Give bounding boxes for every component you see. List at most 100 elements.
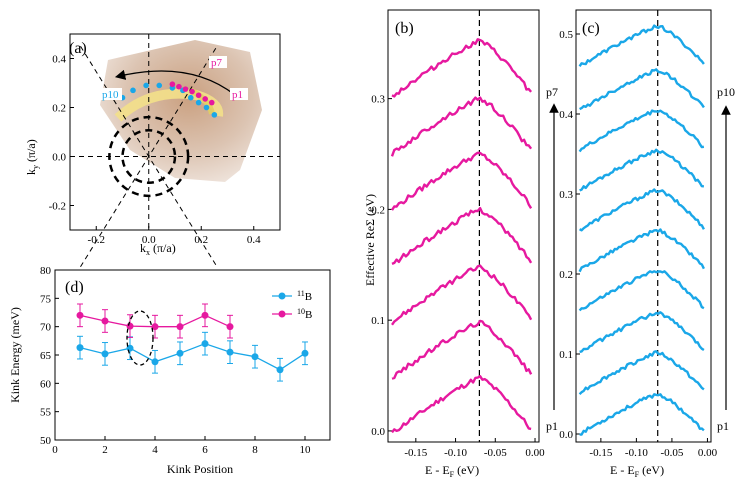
y-tick-label: 65 (40, 350, 52, 362)
kink-point (195, 99, 202, 106)
kink-point (202, 96, 208, 102)
x-tick-label: -0.15 (589, 447, 612, 459)
data-point (226, 348, 234, 356)
data-point (101, 350, 109, 358)
arpes-intensity-map (100, 40, 262, 182)
y-tick-label: 0.2 (371, 204, 385, 216)
panel-label-a: (a) (69, 40, 87, 57)
panel-c-xlabel: E - EF (eV) (610, 463, 664, 479)
panel-c-curves (578, 24, 705, 436)
data-point (176, 323, 184, 331)
panel-label-d: (d) (65, 279, 84, 296)
highlight-ellipse (126, 310, 154, 366)
data-point (276, 366, 284, 374)
y-tick-label: 0.0 (371, 426, 385, 438)
self-energy-curve-p3 (391, 264, 533, 326)
panel-c-arrow-start-label: p1 (717, 419, 729, 433)
x-tick-label: -0.05 (484, 447, 507, 459)
x-tick-label: 0.2 (194, 234, 208, 246)
data-point (201, 340, 209, 348)
x-tick-label: 0.4 (247, 234, 261, 246)
panel-a-frame (69, 33, 281, 231)
panel-b-ylabel: Effective ReΣ (eV) (363, 194, 377, 286)
svg-text:ky(π/a): ky(π/a) (24, 139, 40, 175)
kink-point (156, 82, 163, 89)
self-energy-curve-p1 (579, 393, 705, 436)
self-energy-curve-p4 (578, 270, 705, 312)
data-point (76, 344, 84, 352)
x-tick-label: 0.00 (525, 447, 545, 459)
x-tick-label: 0.0 (142, 234, 156, 246)
y-tick-label: 55 (40, 407, 52, 419)
kink-point (130, 87, 136, 94)
panel-d-xlabel: Kink Position (167, 462, 233, 476)
y-tick-label: 70 (40, 322, 52, 334)
panel-c-axes: -0.15 -0.10 -0.05 0.00 0.0 0.1 0.2 0.3 0.4 0.5 (559, 9, 718, 459)
x-tick-label: 10 (300, 444, 312, 456)
svg-text:E - EF (eV): E - EF (eV) (610, 463, 664, 479)
kink-point (143, 82, 149, 89)
label-p10: p10 (102, 89, 119, 101)
kink-point (189, 88, 195, 95)
y-tick-label: 60 (40, 378, 52, 390)
self-energy-curve-p7 (579, 148, 704, 192)
legend-marker (278, 310, 286, 318)
kink-point (176, 83, 182, 90)
y-tick-label: -0.2 (49, 201, 66, 213)
label-p1: p1 (232, 89, 243, 101)
panel-d-axes: 0 2 4 6 8 10 50 55 60 65 70 75 80 (40, 265, 331, 456)
self-energy-curve-p4 (391, 206, 533, 266)
panel-c-self-energy-11B: -0.15 -0.10 -0.05 0.00 0.0 0.1 0.2 0.3 0.4 0.5 (c… (559, 9, 735, 479)
self-energy-curve-p1 (391, 375, 532, 434)
self-energy-curve-p8 (578, 109, 705, 153)
panel-label-b: (b) (395, 20, 414, 37)
x-tick-label: -0.10 (444, 447, 467, 459)
panel-b-curves (390, 38, 533, 434)
self-energy-curve-p10 (578, 24, 705, 67)
x-tick-label: 2 (102, 444, 108, 456)
panel-b-xlabel: E - EF (eV) (425, 463, 479, 479)
self-energy-curve-p2 (391, 319, 533, 380)
data-point (201, 311, 209, 319)
self-energy-curve-p6 (579, 188, 705, 232)
legend-label: 11B (297, 289, 312, 303)
y-tick-label: 0.4 (52, 54, 66, 66)
y-tick-label: 0.0 (559, 429, 573, 441)
series-11B (76, 331, 309, 382)
x-tick-label: -0.2 (88, 234, 105, 246)
x-tick-label: 6 (202, 444, 208, 456)
data-point (301, 349, 309, 357)
kink-point (182, 86, 189, 92)
self-energy-curve-p3 (579, 311, 705, 353)
panel-d-ylabel: Kink Energy (meV) (8, 307, 22, 403)
self-energy-curve-p6 (390, 96, 533, 157)
x-tick-label: -0.10 (625, 447, 648, 459)
x-tick-label: -0.05 (660, 447, 683, 459)
panel-b-arrow-end-label: p7 (546, 85, 558, 99)
legend-label: 10B (297, 307, 312, 321)
data-point (76, 311, 84, 319)
kink-point (195, 92, 202, 99)
y-tick-label: 0.5 (559, 29, 573, 41)
y-tick-label: 0.1 (371, 315, 385, 327)
y-tick-label: 75 (40, 293, 52, 305)
fermi-circle-1 (121, 129, 177, 184)
panel-b-arrow-start-label: p1 (546, 419, 558, 433)
y-tick-label: 0.2 (52, 103, 66, 115)
panel-a-ylabel: ky(π/a) (24, 139, 40, 175)
self-energy-curve-p7 (391, 38, 533, 98)
kink-point (187, 94, 194, 101)
legend-marker (278, 292, 286, 300)
panel-a-xlabel: kx (π/a) (140, 241, 176, 257)
y-tick-label: 80 (40, 265, 52, 277)
panel-b-axes: -0.15 -0.10 -0.05 0.00 0.0 0.1 0.2 0.3 (371, 9, 545, 459)
kink-point (208, 99, 215, 106)
x-tick-label: 0 (52, 444, 58, 456)
kink-point (169, 81, 176, 88)
series-line (79, 342, 306, 371)
panel-label-c: (c) (582, 20, 600, 37)
data-point (176, 349, 184, 357)
frame (575, 9, 712, 443)
